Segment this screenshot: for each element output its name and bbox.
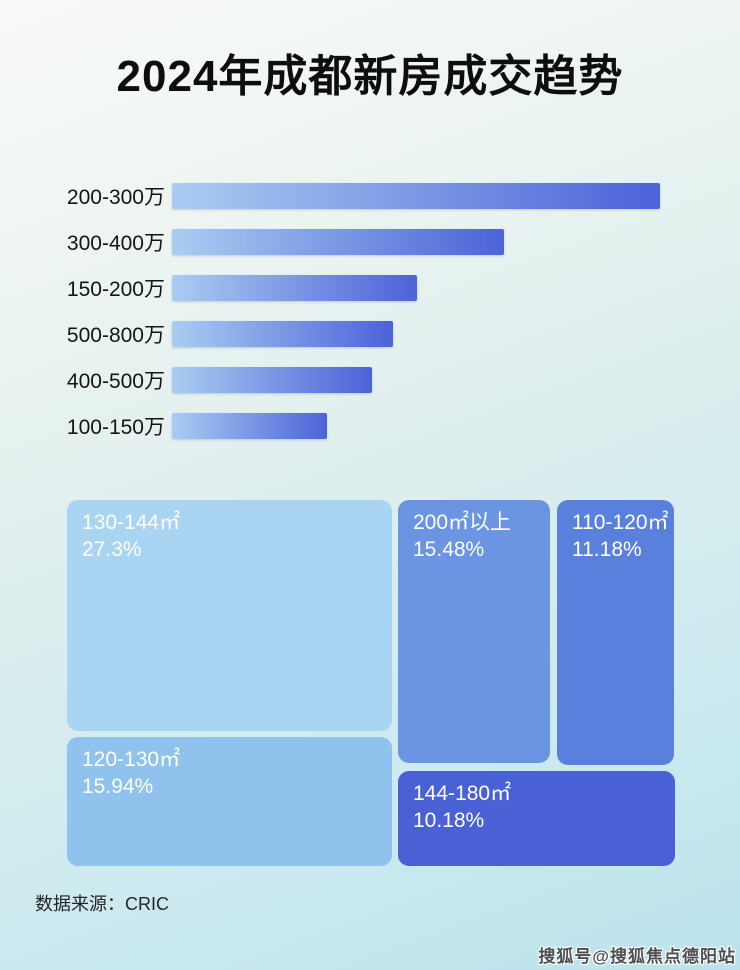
bar-row: 400-500万 [0,367,660,393]
page-title: 2024年成都新房成交趋势 [116,52,624,101]
treemap-cell: 110-120㎡ 11.18% [557,500,674,765]
treemap-cell: 130-144㎡ 27.3% [67,500,392,731]
treemap-cell: 120-130㎡ 15.94% [67,737,392,866]
treemap-cell-label: 200㎡以上 [413,511,512,534]
treemap-cell-label: 110-120㎡ [572,511,669,534]
bar [172,321,393,347]
treemap-cell-percent: 10.18% [413,809,485,833]
data-source-label: 数据来源：CRIC [35,894,169,914]
bar [172,229,504,255]
bar [172,275,417,301]
treemap-cell-percent: 15.48% [413,538,485,562]
treemap-cell-label: 130-144㎡ [82,511,181,534]
bar [172,183,660,209]
bar-category-label: 500-800万 [66,324,165,347]
area-treemap: 130-144㎡ 27.3% 120-130㎡ 15.94% 200㎡以上 15.48% 1… [65,500,680,866]
bar-row: 150-200万 [0,275,660,301]
bar-category-label: 200-300万 [66,186,165,209]
treemap-cell-percent: 11.18% [572,538,642,562]
bar-row: 500-800万 [0,321,660,347]
treemap-cell: 200㎡以上 15.48% [398,500,550,763]
bar-category-label: 400-500万 [66,370,165,393]
bar-category-label: 300-400万 [66,232,165,255]
treemap-cell: 144-180㎡ 10.18% [398,771,675,866]
treemap-cell-label: 120-130㎡ [82,748,181,771]
bar-category-label: 150-200万 [66,278,165,301]
price-bar-chart: 200-300万 300-400万 150-200万 500-800万 400-500万… [0,183,660,459]
bar-category-label: 100-150万 [66,416,165,439]
bar-row: 300-400万 [0,229,660,255]
watermark: 搜狐号@搜狐焦点德阳站 [538,947,736,966]
bar [172,413,327,439]
bar [172,367,372,393]
treemap-cell-label: 144-180㎡ [413,782,512,805]
treemap-cell-percent: 15.94% [82,775,154,799]
bar-row: 100-150万 [0,413,660,439]
bar-row: 200-300万 [0,183,660,209]
treemap-cell-percent: 27.3% [82,538,142,562]
